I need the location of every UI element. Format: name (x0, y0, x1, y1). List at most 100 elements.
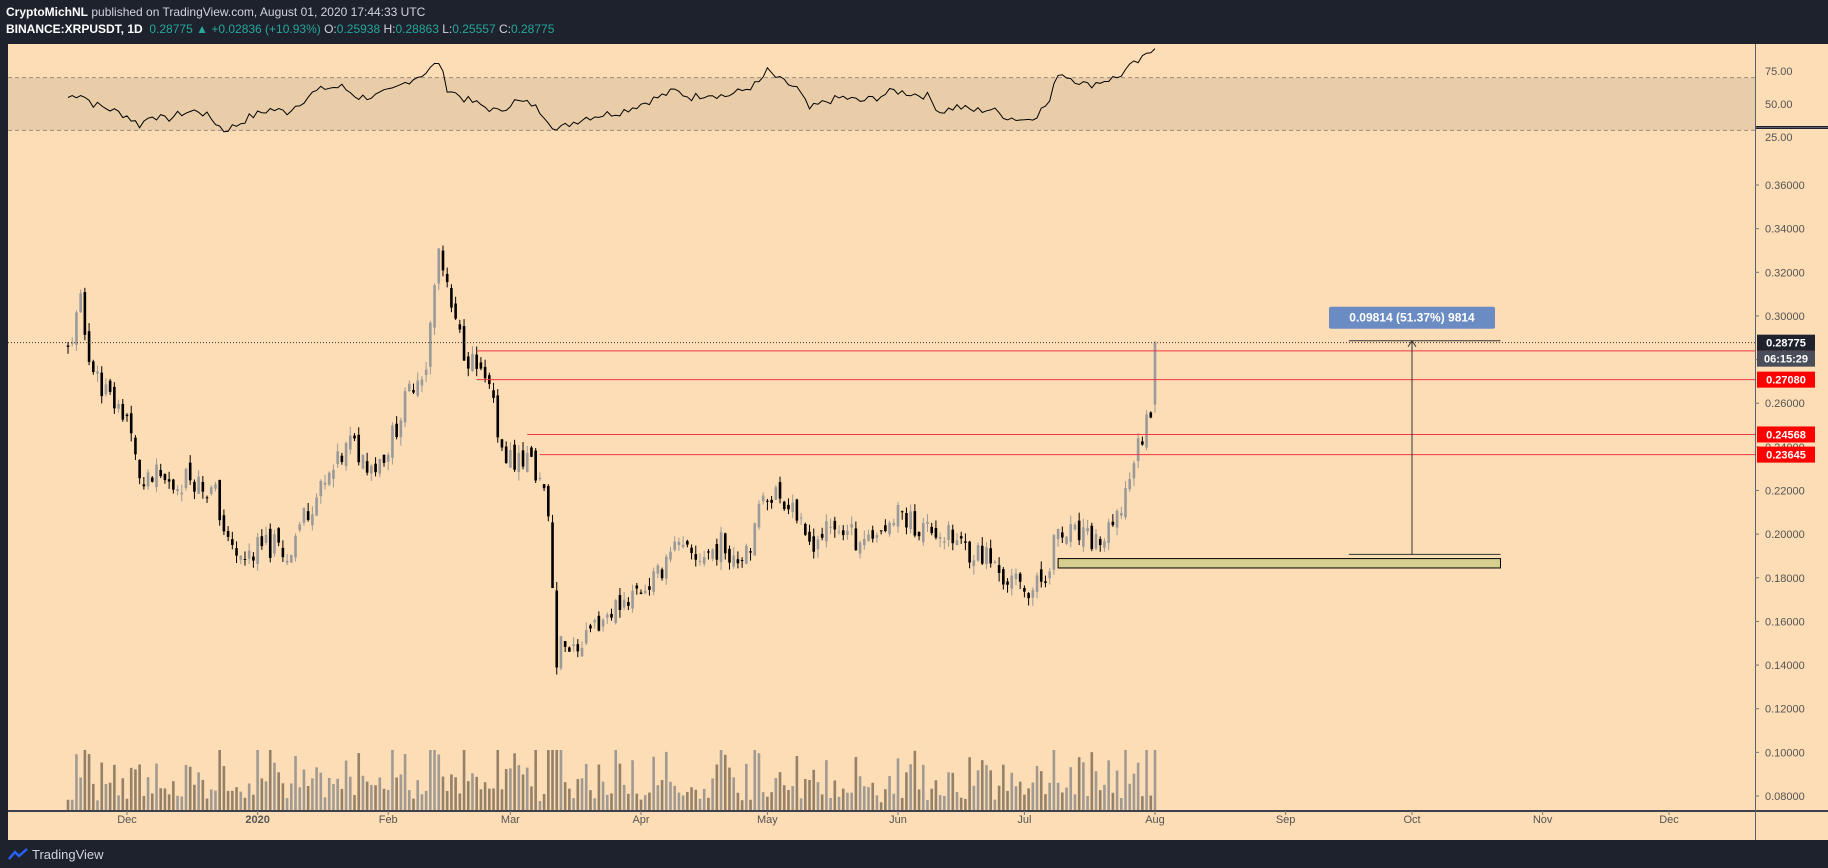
support-zone[interactable] (1057, 558, 1501, 569)
volume-bar (197, 772, 200, 810)
volume-bar (896, 758, 900, 810)
volume-bar (167, 794, 171, 810)
measure-arrowhead (1407, 339, 1417, 348)
publish-line: CryptoMichNL published on TradingView.co… (6, 5, 425, 19)
volume-bar (163, 788, 167, 810)
candle-body (740, 560, 744, 562)
volume-bar (795, 756, 799, 810)
volume-bar (1128, 783, 1132, 810)
candle-body (837, 531, 841, 533)
volume-bar (1056, 782, 1060, 810)
candle-body (660, 569, 664, 579)
candle-body (572, 644, 575, 647)
author-name[interactable]: CryptoMichNL (6, 5, 88, 19)
volume-bar (997, 785, 1001, 810)
candle-body (551, 522, 554, 589)
volume-bar (336, 778, 339, 810)
candle-body (66, 345, 70, 347)
candle-body (980, 545, 984, 564)
candle-body (370, 465, 373, 474)
volume-bar (1145, 750, 1148, 810)
candle-body (664, 556, 668, 579)
volume-bar (209, 789, 213, 810)
measure-label-box[interactable] (1329, 306, 1495, 329)
volume-bar (357, 753, 361, 810)
volume-bar (1069, 767, 1073, 810)
rsi-tick-label: 50.00 (1765, 99, 1793, 111)
candle-body (302, 507, 306, 523)
candle-body (605, 614, 609, 618)
chart-area[interactable]: 75.00 50.00 25.00 0.36000 0.34000 0.32000 0.30… (0, 0, 1828, 840)
candle-body (774, 487, 778, 500)
volume-bar (681, 795, 685, 810)
volume-bar (905, 772, 908, 810)
volume-bar (568, 788, 571, 810)
candle-body (534, 450, 537, 481)
candle-body (542, 484, 546, 489)
volume-bar (294, 756, 297, 810)
volume-bar (378, 777, 382, 810)
candle-body (184, 468, 188, 489)
candle-body (513, 444, 516, 470)
candle-body (1018, 573, 1022, 582)
rsi-tick-label: 25.00 (1765, 132, 1793, 144)
candle-body (121, 403, 125, 420)
candle-body (500, 439, 504, 448)
volume-bar (252, 794, 255, 810)
candle-body (357, 434, 361, 463)
volume-bar (745, 763, 748, 810)
candle-body (268, 528, 272, 558)
candle-body (365, 461, 369, 473)
candle-body (968, 541, 971, 563)
price-axis[interactable] (1755, 129, 1828, 810)
candle-body (568, 647, 571, 652)
time-axis[interactable] (8, 812, 1828, 840)
footer-brand[interactable]: TradingView (32, 847, 104, 862)
volume-bar (921, 764, 925, 810)
last-price-label: 0.28775 (1766, 338, 1806, 350)
candle-body (627, 602, 630, 606)
volume-bar (458, 793, 462, 810)
candle-body (281, 547, 285, 558)
volume-bar (1094, 771, 1098, 810)
volume-bar (686, 791, 689, 810)
volume-bar (243, 797, 247, 810)
volume-bar (892, 793, 896, 810)
volume-bar (715, 764, 719, 810)
candle-body (909, 511, 912, 530)
candle-body (1014, 573, 1018, 580)
rsi-band (8, 77, 1755, 131)
candle-body (1149, 412, 1153, 418)
volume-bar (1111, 792, 1115, 810)
volume-bar (837, 796, 841, 810)
candle-body (1153, 342, 1157, 405)
candle-body (437, 248, 441, 284)
volume-bar (736, 792, 740, 810)
candle-body (1006, 581, 1009, 585)
candle-body (323, 482, 327, 485)
volume-bar (854, 756, 858, 810)
candle-body (150, 477, 154, 482)
candle-body (610, 613, 613, 618)
candle-body (1023, 588, 1026, 592)
volume-bar (1048, 782, 1051, 810)
tradingview-logo-icon (8, 848, 28, 860)
candle-body (1098, 538, 1102, 546)
candle-body (601, 619, 605, 627)
candle-body (862, 539, 866, 546)
volume-bar (96, 800, 99, 810)
candle-body (155, 464, 158, 488)
candle-body (652, 571, 655, 592)
candle-body (559, 636, 563, 669)
rsi-axis[interactable] (1755, 44, 1828, 126)
candle-body (1107, 522, 1110, 543)
volume-bar (597, 764, 601, 810)
symbol-label[interactable]: BINANCE:XRPUSDT, 1D (6, 22, 143, 36)
volume-bar (913, 750, 917, 810)
volume-bar (496, 750, 500, 810)
candle-body (424, 369, 428, 375)
volume-bar (1098, 790, 1102, 810)
price-pane[interactable] (8, 129, 1755, 810)
volume-bar (702, 788, 706, 810)
volume-bar (989, 770, 992, 810)
